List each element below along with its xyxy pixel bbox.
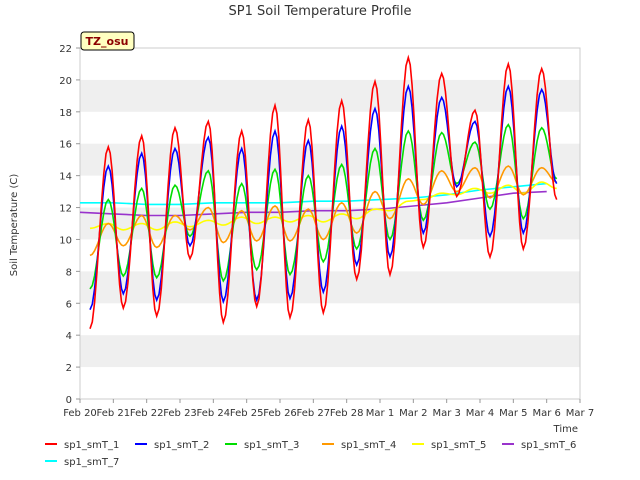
grid-band: [80, 271, 580, 304]
x-tick-label: Mar 4: [466, 408, 494, 419]
y-axis-label: Soil Temperature (C): [9, 174, 20, 277]
y-tick-label: 2: [66, 363, 72, 374]
x-tick-label: Mar 3: [432, 408, 460, 419]
series-lines: [79, 54, 558, 330]
plot-background: [80, 79, 580, 368]
legend-label: sp1_smT_6: [521, 440, 576, 451]
y-tick-label: 22: [59, 44, 72, 55]
badge-box: [80, 31, 135, 51]
y-tick-label: 0: [66, 395, 72, 406]
x-tick-label: Feb 23: [163, 408, 197, 419]
x-tick-label: Mar 7: [566, 408, 594, 419]
x-tick-label: Feb 28: [330, 408, 364, 419]
y-tick-label: 18: [59, 108, 72, 119]
series-line-sp1-smT-4: [89, 165, 557, 257]
grid-band: [80, 79, 580, 112]
x-tick-label: Feb 26: [263, 408, 297, 419]
series-line-sp1-smT-1: [89, 54, 558, 330]
x-tick-label: Feb 24: [197, 408, 231, 419]
legend: sp1_smT_1 sp1_smT_2 sp1_smT_3 sp1_smT_4 sp1_…: [45, 440, 576, 468]
x-axis: Feb 20 Feb 21 Feb 22 Feb 23 Feb 24 Feb 25 Feb …: [63, 399, 594, 419]
x-tick-label: Mar 2: [399, 408, 427, 419]
legend-label: sp1_smT_5: [431, 440, 486, 451]
legend-label: sp1_smT_3: [244, 440, 299, 451]
badge-text: TZ_osu: [86, 35, 129, 48]
y-tick-label: 14: [59, 172, 72, 183]
series-line-sp1-smT-6: [79, 190, 547, 217]
legend-label: sp1_smT_1: [64, 440, 119, 451]
chart-title: SP1 Soil Temperature Profile: [229, 4, 412, 19]
y-tick-label: 20: [59, 76, 72, 87]
legend-label: sp1_smT_7: [64, 457, 119, 468]
x-axis-label: Time: [553, 424, 578, 435]
series-line-sp1-smT-3: [89, 123, 558, 290]
x-tick-label: Mar 1: [366, 408, 394, 419]
grid-band: [80, 143, 580, 176]
y-tick-label: 4: [66, 331, 72, 342]
y-tick-label: 12: [59, 204, 72, 215]
x-tick-label: Mar 6: [532, 408, 560, 419]
y-axis: 0 2 4 6 8 10 12 14 16 18 20 22: [59, 44, 80, 406]
x-tick-label: Mar 5: [499, 408, 527, 419]
y-tick-label: 16: [59, 140, 72, 151]
x-tick-label: Feb 22: [130, 408, 164, 419]
y-tick-label: 8: [66, 267, 72, 278]
grid-band: [80, 335, 580, 368]
x-tick-label: Feb 20: [63, 408, 97, 419]
x-tick-label: Feb 25: [230, 408, 264, 419]
x-tick-label: Feb 21: [97, 408, 131, 419]
legend-label: sp1_smT_2: [154, 440, 209, 451]
plot-frame: [79, 47, 581, 400]
y-tick-label: 6: [66, 299, 72, 310]
badge: TZ_osu: [80, 31, 135, 51]
y-tick-label: 10: [59, 235, 72, 246]
x-tick-label: Feb 27: [297, 408, 331, 419]
legend-label: sp1_smT_4: [341, 440, 396, 451]
